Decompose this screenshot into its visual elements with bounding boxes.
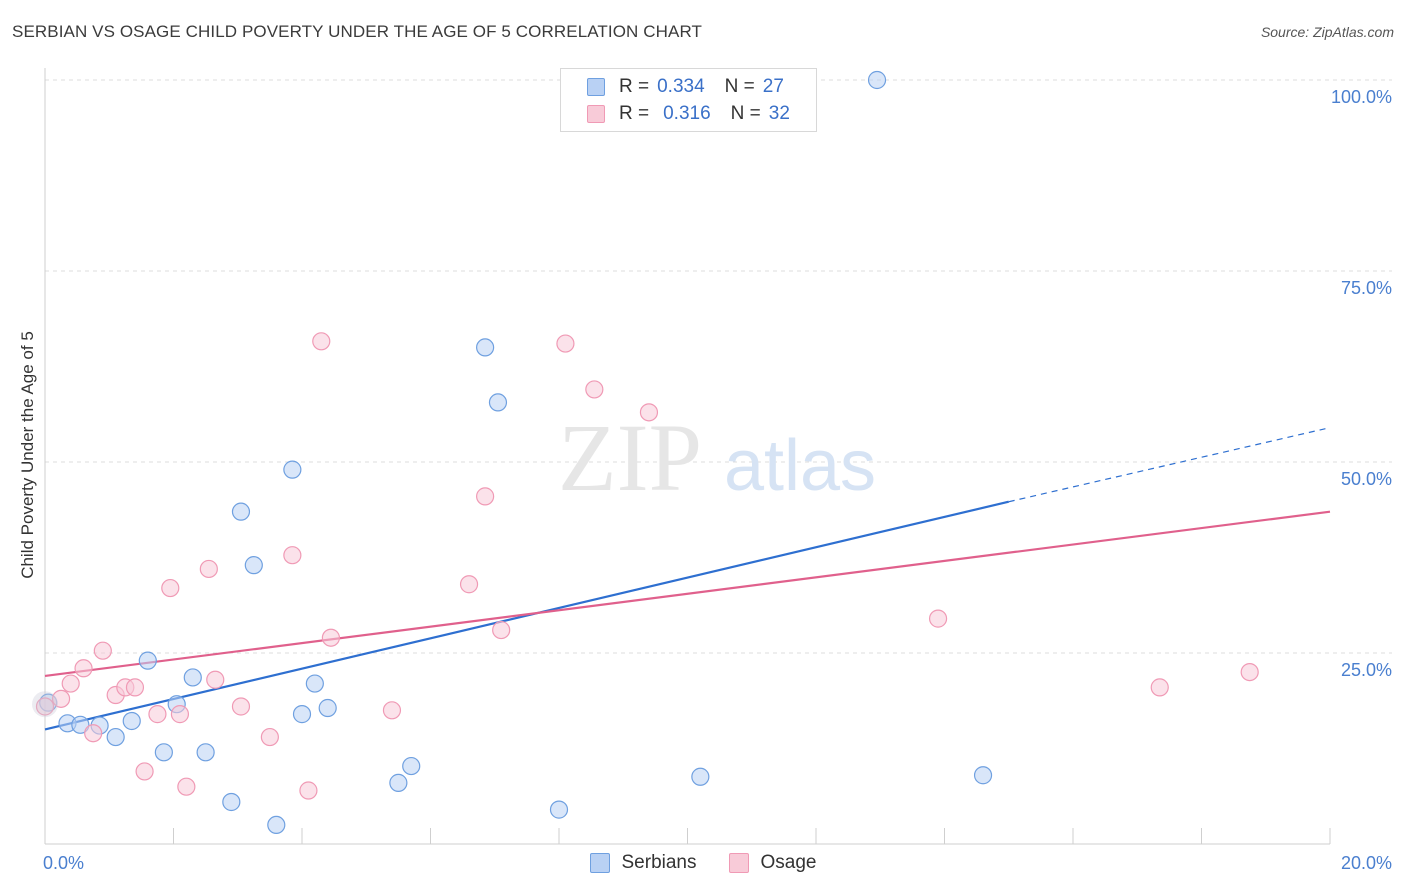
legend-r-label: R =: [619, 103, 650, 124]
bottom-legend-label-osage: Osage: [760, 852, 817, 873]
bottom-legend-serbians: Serbians: [589, 852, 697, 874]
data-point: [177, 777, 196, 796]
trend-line-osage: [44, 510, 1331, 678]
x-tick-label: 0.0%: [43, 853, 84, 873]
legend-row-serbians: R = 0.334 N = 27: [587, 74, 784, 100]
data-point: [61, 674, 80, 693]
data-point: [138, 651, 157, 670]
data-point: [292, 705, 312, 724]
data-point: [639, 403, 659, 422]
data-point: [318, 698, 337, 718]
data-point-bubble: [32, 691, 58, 718]
data-point: [867, 70, 887, 90]
data-point: [231, 502, 251, 521]
data-point: [154, 743, 173, 762]
data-point: [476, 487, 495, 506]
data-point: [222, 792, 241, 812]
data-point: [312, 332, 331, 351]
watermark-zip: ZIP: [558, 404, 702, 511]
legend: R = 0.334 N = 27 R = 0.316 N = 32: [560, 68, 817, 132]
data-point: [231, 697, 251, 716]
legend-n-value: 27: [762, 76, 784, 97]
data-point: [389, 773, 408, 792]
y-tick-label: 25.0%: [1341, 660, 1392, 680]
bottom-legend-label-serbians: Serbians: [621, 852, 697, 873]
legend-r-value: 0.316: [663, 103, 711, 124]
data-point: [148, 705, 167, 724]
bottom-legend-swatch-osage: [728, 853, 749, 873]
data-point: [1150, 678, 1169, 697]
legend-swatch-osage: [587, 105, 605, 123]
series-osage: [35, 332, 1259, 800]
data-point: [305, 674, 324, 693]
grid-lines: [45, 79, 1392, 654]
data-point: [35, 697, 55, 716]
data-point: [283, 460, 302, 479]
data-point: [51, 689, 71, 708]
data-points: [32, 70, 1259, 835]
legend-n-value: 32: [768, 103, 790, 124]
data-point: [556, 334, 575, 353]
data-point: [299, 781, 318, 800]
data-point: [267, 815, 286, 835]
chart-title: SERBIAN VS OSAGE CHILD POVERTY UNDER THE…: [12, 22, 703, 41]
watermark: ZIP atlas: [558, 404, 876, 511]
tick-labels: 25.0% 50.0% 75.0% 100.0% 0.0% 20.0%: [43, 87, 1392, 873]
data-point: [206, 670, 225, 689]
data-point: [488, 393, 508, 412]
trend-line-extension: [1008, 427, 1331, 503]
watermark-atlas: atlas: [724, 426, 876, 506]
data-point: [196, 743, 215, 762]
y-axis-label: Child Poverty Under the Age of 5: [18, 331, 37, 579]
x-tick-label: 20.0%: [1341, 853, 1392, 873]
data-point: [691, 767, 710, 786]
legend-n-label: N =: [724, 76, 755, 97]
data-point: [199, 559, 218, 579]
trend-line-serbians: [44, 500, 1010, 731]
bottom-legend-osage: Osage: [728, 852, 817, 874]
data-point: [321, 628, 341, 647]
data-point: [382, 701, 402, 720]
bottom-legend: Serbians Osage: [0, 852, 1406, 874]
data-point: [183, 668, 202, 687]
data-point: [170, 705, 190, 724]
data-point: [122, 711, 141, 731]
legend-n-label: N =: [730, 103, 761, 124]
legend-r-value: 0.334: [657, 76, 705, 97]
data-point: [549, 800, 569, 819]
y-tick-label: 100.0%: [1331, 87, 1392, 107]
data-point: [106, 727, 125, 747]
data-point: [244, 556, 263, 575]
data-point: [84, 724, 103, 743]
data-point: [260, 727, 279, 747]
data-point: [161, 578, 180, 598]
data-point: [125, 678, 145, 697]
data-point: [492, 620, 511, 640]
data-point: [74, 659, 93, 678]
legend-swatch-serbians: [587, 78, 605, 96]
bottom-legend-swatch-serbians: [589, 853, 610, 873]
legend-r-label: R =: [619, 76, 650, 97]
trend-lines: [44, 427, 1331, 731]
data-point: [928, 609, 948, 628]
data-point: [283, 546, 302, 565]
data-point: [135, 762, 154, 781]
y-tick-label: 75.0%: [1341, 278, 1392, 298]
data-point: [1240, 662, 1259, 682]
data-point: [402, 756, 421, 776]
y-tick-label: 50.0%: [1341, 469, 1392, 489]
data-point: [93, 641, 112, 660]
data-point: [476, 338, 495, 357]
chart-source: Source: ZipAtlas.com: [1260, 24, 1394, 40]
data-point: [973, 766, 993, 785]
data-point: [71, 715, 90, 734]
data-point: [585, 380, 604, 399]
data-point: [459, 575, 479, 594]
legend-row-osage: R = 0.316 N = 32: [587, 101, 790, 127]
